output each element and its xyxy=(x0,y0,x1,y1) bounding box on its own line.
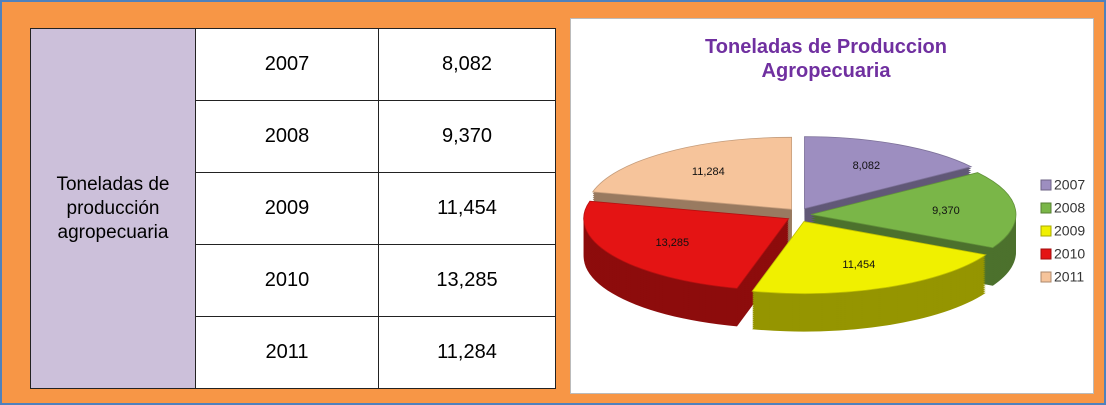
legend-label: 2007 xyxy=(1054,177,1085,193)
chart-panel: 8,082 9,370 11,454 13,285 11,284 2007 2008 2009… xyxy=(570,18,1094,394)
row-header-cell: Toneladas de producción agropecuaria xyxy=(30,28,196,389)
value-cell: 11,454 xyxy=(378,172,556,245)
year-cell: 2009 xyxy=(195,172,379,245)
year-cell: 2007 xyxy=(195,28,379,101)
data-table: Toneladas de producción agropecuaria 2007… xyxy=(30,28,556,389)
slice xyxy=(804,136,973,210)
data-label: 11,454 xyxy=(842,259,875,271)
legend-label: 2010 xyxy=(1054,246,1085,262)
value-cell: 13,285 xyxy=(378,244,556,317)
table-row: 2010 13,285 xyxy=(31,244,556,317)
table-row: 2009 11,454 xyxy=(31,172,556,245)
legend-swatch xyxy=(1040,202,1052,214)
value-cell: 11,284 xyxy=(378,316,556,389)
legend-swatch xyxy=(1040,271,1052,283)
value-cell: 9,370 xyxy=(378,100,556,173)
row-header: Toneladas de producción agropecuaria xyxy=(56,173,170,243)
legend-swatch xyxy=(1040,248,1052,260)
data-label: 13,285 xyxy=(655,237,689,249)
legend-swatch xyxy=(1040,179,1052,191)
slice xyxy=(810,172,1017,249)
slice xyxy=(751,221,987,294)
table-row: 2011 11,284 xyxy=(31,316,556,389)
legend-label: 2008 xyxy=(1054,200,1085,216)
data-label: 9,370 xyxy=(932,205,960,217)
year-cell: 2010 xyxy=(195,244,379,317)
chart: 8,082 9,370 11,454 13,285 11,284 2007 2008 2009… xyxy=(583,136,1085,332)
legend-label: 2009 xyxy=(1054,223,1085,239)
slice xyxy=(592,136,793,210)
legend-swatch xyxy=(1040,225,1052,237)
legend-label: 2011 xyxy=(1054,269,1084,285)
value-cell: 8,082 xyxy=(378,28,556,101)
year-cell: 2008 xyxy=(195,100,379,173)
chart-title: Toneladas de Produccion Agropecuaria xyxy=(705,36,947,82)
slice xyxy=(583,200,790,289)
year-cell: 2011 xyxy=(195,316,379,389)
data-label: 11,284 xyxy=(692,166,725,178)
data-label: 8,082 xyxy=(853,160,881,172)
table-row: 2008 9,370 xyxy=(31,100,556,173)
table-row: Toneladas de producción agropecuaria 2007… xyxy=(30,28,556,389)
